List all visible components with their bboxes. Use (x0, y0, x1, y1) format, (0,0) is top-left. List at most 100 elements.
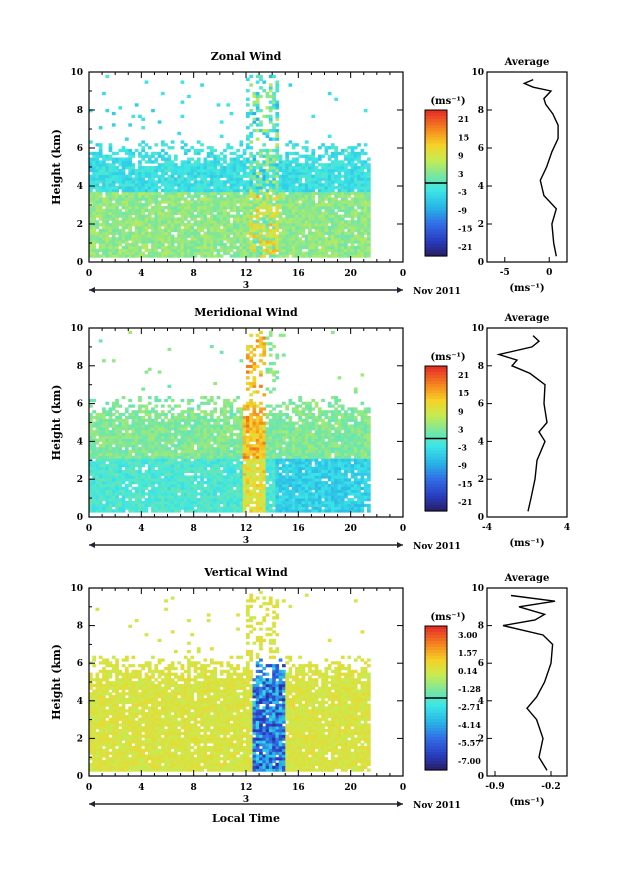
heatmap-cell (125, 421, 129, 425)
heatmap-cell (301, 220, 306, 224)
heatmap-cell (360, 194, 365, 198)
heatmap-cell (196, 418, 201, 422)
heatmap-cell (190, 415, 195, 420)
heatmap-cell (161, 447, 165, 451)
heatmap-cell (232, 160, 237, 164)
heatmap-cell (357, 243, 361, 247)
heatmap-cell (154, 171, 159, 176)
heatmap-cell (268, 109, 273, 113)
heatmap-cell (216, 231, 221, 235)
heatmap-cell (167, 396, 172, 400)
heatmap-cell (226, 217, 231, 221)
heatmap-cell (272, 177, 276, 181)
heatmap-cell (118, 200, 123, 204)
heatmap-cell (308, 183, 312, 187)
heatmap-cell (331, 240, 335, 244)
heatmap-cell (203, 240, 208, 244)
heatmap-cell (324, 148, 329, 153)
heatmap-cell (275, 168, 280, 173)
heatmap-cell (147, 472, 152, 476)
heatmap-cell (98, 418, 103, 422)
heatmap-cell (144, 225, 149, 230)
heatmap-cell (157, 206, 162, 210)
heatmap-cell (226, 197, 231, 201)
heatmap-cell (118, 148, 123, 153)
heatmap-cell (350, 225, 355, 230)
heatmap-cell (138, 206, 142, 210)
heatmap-cell (216, 234, 221, 238)
heatmap-cell (275, 86, 280, 90)
heatmap-cell (249, 183, 253, 187)
heatmap-cell (229, 427, 234, 431)
heatmap-cell (301, 243, 306, 247)
heatmap-cell (226, 461, 231, 465)
heatmap-cell (125, 148, 129, 153)
heatmap-cell (95, 489, 100, 493)
heatmap-cell (340, 217, 345, 221)
heatmap-cell (308, 157, 312, 161)
heatmap-cell (141, 438, 145, 442)
heatmap-cell (242, 243, 247, 247)
heatmap-cell (167, 418, 172, 422)
heatmap-cell (98, 486, 103, 490)
heatmap-cell (138, 163, 142, 167)
heatmap-cell (203, 461, 208, 465)
heatmap-cell (236, 421, 240, 425)
heatmap-cell (154, 228, 159, 233)
heatmap-cell (275, 243, 280, 247)
heatmap-cell (125, 151, 129, 156)
heatmap-cell (275, 183, 280, 187)
heatmap-cell (147, 231, 152, 235)
heatmap-cell (128, 404, 132, 408)
heatmap-cell (131, 418, 136, 422)
heatmap-cell (291, 171, 296, 176)
heatmap-cell (161, 91, 165, 96)
heatmap-cell (102, 472, 106, 476)
heatmap-cell (255, 225, 260, 230)
heatmap-cell (187, 466, 191, 471)
heatmap-cell (213, 498, 217, 502)
heatmap-cell (144, 509, 149, 513)
heatmap-cell (200, 245, 204, 250)
heatmap-cell (131, 194, 136, 198)
heatmap-cell (219, 214, 224, 218)
heatmap-cell (272, 163, 276, 167)
heatmap-cell (216, 396, 221, 400)
heatmap-cell (167, 223, 172, 227)
heatmap-cell (102, 492, 106, 496)
heatmap-cell (311, 160, 316, 164)
heatmap-cell (219, 163, 224, 167)
heatmap-cell (242, 220, 247, 224)
heatmap-cell (249, 206, 253, 210)
heatmap-cell (203, 177, 208, 181)
heatmap-cell (111, 160, 116, 164)
heatmap-cell (125, 486, 129, 490)
heatmap-cell (295, 214, 299, 218)
heatmap-cell (239, 486, 244, 490)
heatmap-cell (105, 74, 110, 79)
heatmap-cell (187, 447, 191, 451)
heatmap-cell (246, 418, 250, 422)
heatmap-cell (138, 489, 142, 493)
heatmap-cell (170, 398, 175, 403)
heatmap-cell (196, 483, 201, 488)
heatmap-cell (223, 415, 227, 420)
heatmap-cell (193, 188, 198, 193)
heatmap-cell (147, 180, 152, 184)
heatmap-cell (183, 171, 188, 176)
heatmap-cell (236, 495, 240, 499)
heatmap-cell (340, 254, 345, 258)
heatmap-cell (98, 168, 103, 173)
heatmap-cell (331, 197, 335, 201)
heatmap-cell (98, 432, 103, 437)
heatmap-cell (327, 171, 332, 176)
heatmap-cell (108, 464, 113, 468)
heatmap-cell (252, 188, 257, 193)
heatmap-cell (216, 223, 221, 227)
heatmap-cell (102, 174, 106, 178)
heatmap-cell (367, 168, 371, 173)
heatmap-cell (265, 183, 270, 187)
heatmap-cell (164, 489, 168, 493)
heatmap-cell (190, 208, 195, 213)
heatmap-cell (232, 223, 237, 227)
